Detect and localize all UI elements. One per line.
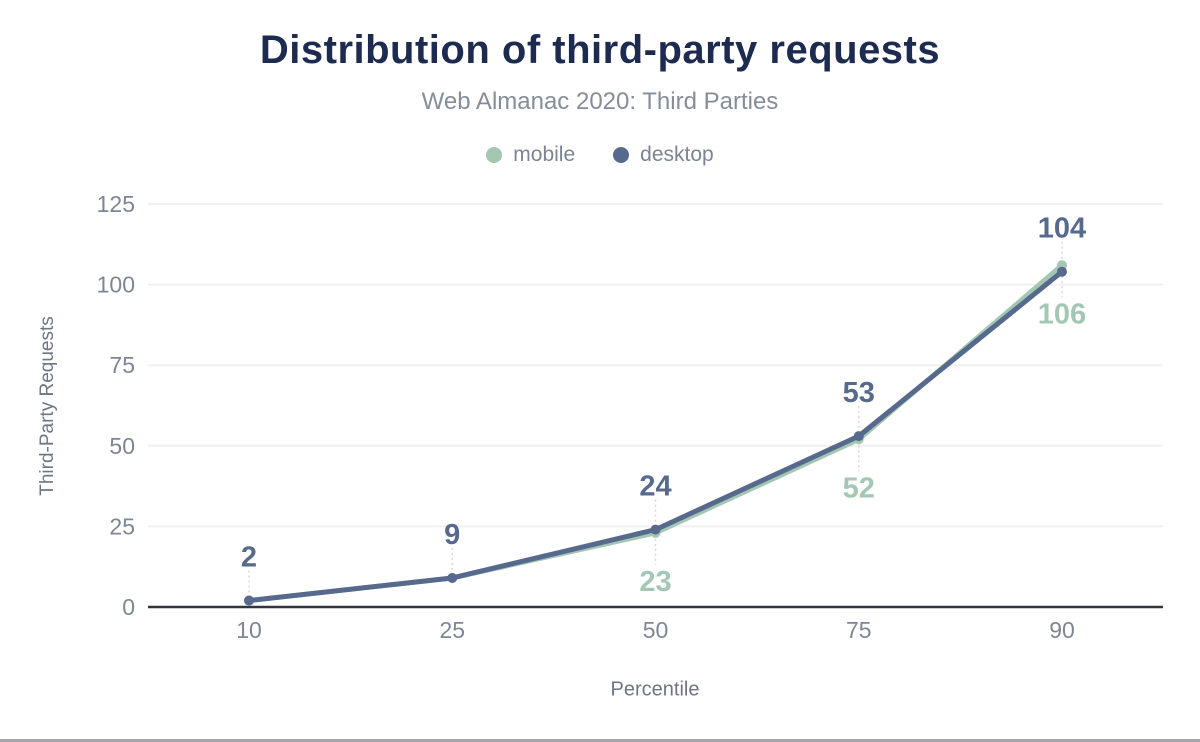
x-tick-label: 25 bbox=[439, 617, 465, 643]
y-tick-label: 25 bbox=[109, 513, 135, 539]
desktop-data-label: 53 bbox=[843, 377, 875, 409]
desktop-data-point bbox=[853, 431, 864, 442]
mobile-data-label: 106 bbox=[1038, 298, 1086, 330]
desktop-data-point bbox=[447, 572, 458, 583]
x-axis-title: Percentile bbox=[610, 678, 700, 701]
desktop-line bbox=[246, 269, 1065, 604]
x-tick-label: 90 bbox=[1049, 617, 1075, 643]
chart-subtitle: Web Almanac 2020: Third Parties bbox=[421, 88, 779, 115]
desktop-data-label: 9 bbox=[444, 519, 460, 551]
legend-item-mobile: mobile bbox=[486, 143, 575, 167]
desktop-data-point bbox=[650, 524, 661, 535]
desktop-data-point bbox=[1057, 266, 1067, 277]
legend-label-mobile: mobile bbox=[513, 143, 576, 166]
mobile-data-label: 52 bbox=[843, 472, 875, 504]
legend-label-desktop: desktop bbox=[640, 143, 714, 166]
legend: mobile desktop bbox=[0, 143, 1200, 167]
x-tick-label: 50 bbox=[643, 617, 669, 643]
mobile-data-label: 23 bbox=[639, 566, 671, 598]
x-tick-label: 10 bbox=[236, 617, 262, 643]
page-bottom-border bbox=[0, 739, 1200, 742]
mobile-series-dot-icon bbox=[486, 147, 503, 163]
y-tick-label: 100 bbox=[97, 272, 135, 298]
y-tick-label: 50 bbox=[109, 433, 135, 459]
legend-item-desktop: desktop bbox=[613, 143, 714, 167]
desktop-data-point bbox=[244, 595, 254, 606]
y-tick-label: 75 bbox=[109, 352, 135, 378]
desktop-data-label: 24 bbox=[639, 471, 671, 503]
desktop-data-label: 104 bbox=[1038, 213, 1086, 245]
y-tick-label: 0 bbox=[122, 594, 135, 620]
y-tick-label: 125 bbox=[97, 191, 135, 217]
desktop-series-dot-icon bbox=[613, 147, 630, 163]
chart-title: Distribution of third-party requests bbox=[259, 28, 941, 72]
desktop-data-label: 2 bbox=[241, 542, 257, 574]
x-tick-label: 75 bbox=[846, 617, 872, 643]
